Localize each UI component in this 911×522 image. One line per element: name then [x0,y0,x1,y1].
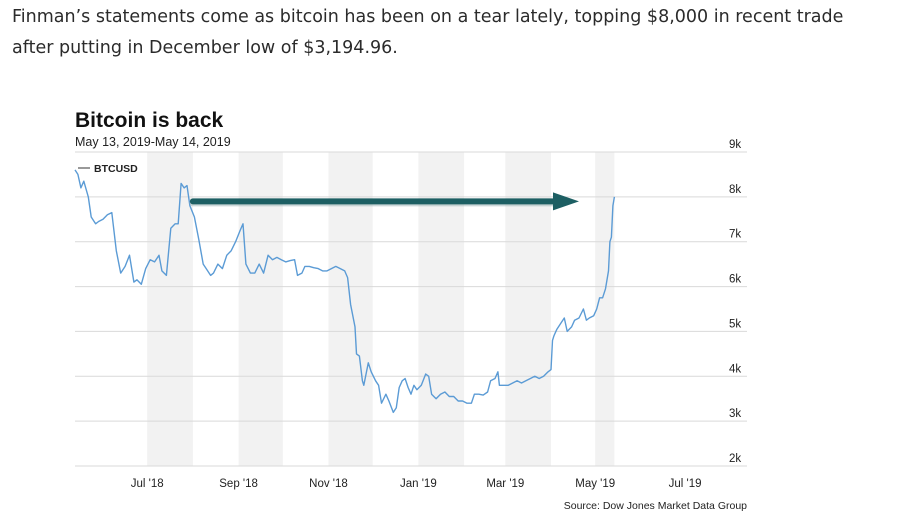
trend-arrow [189,192,579,211]
y-tick-label: 6k [729,274,741,286]
y-tick-label: 5k [729,318,741,330]
arrow-head [553,192,579,211]
x-tick-label: Mar '19 [486,478,524,490]
shaded-band-0 [147,152,193,466]
x-tick-label: May '19 [575,478,615,490]
chart-subtitle: May 13, 2019-May 14, 2019 [75,135,231,149]
x-tick-label: Sep '18 [219,478,258,490]
legend-label: BTCUSD [94,163,138,175]
y-tick-label: 3k [729,408,741,420]
y-tick-label: 2k [729,453,741,465]
x-tick-label: Nov '18 [309,478,348,490]
article-line-2: after putting in December low of $3,194.… [12,38,398,58]
x-axis-ticks: Jul '18 Sep '18 Nov '18 Jan '19 Mar '19 May '… [131,478,702,490]
shaded-band-5 [595,152,615,466]
y-tick-label: 4k [729,363,741,375]
gridlines [75,151,747,467]
article-text: Finman’s statements come as bitcoin has … [12,2,902,64]
chart-source: Source: Dow Jones Market Data Group [564,500,747,512]
y-tick-label: 7k [729,229,741,241]
y-tick-label: 9k [729,139,741,151]
article-line-1: Finman’s statements come as bitcoin has … [12,7,844,27]
x-tick-label: Jul '19 [669,478,702,490]
series-line-btcusd [74,169,616,414]
y-tick-label: 8k [729,184,741,196]
x-tick-label: Jul '18 [131,478,164,490]
x-tick-label: Jan '19 [400,478,437,490]
y-axis-ticks: 2k 3k 4k 5k 6k 7k 8k 9k [729,139,741,465]
chart-title: Bitcoin is back [75,109,224,132]
